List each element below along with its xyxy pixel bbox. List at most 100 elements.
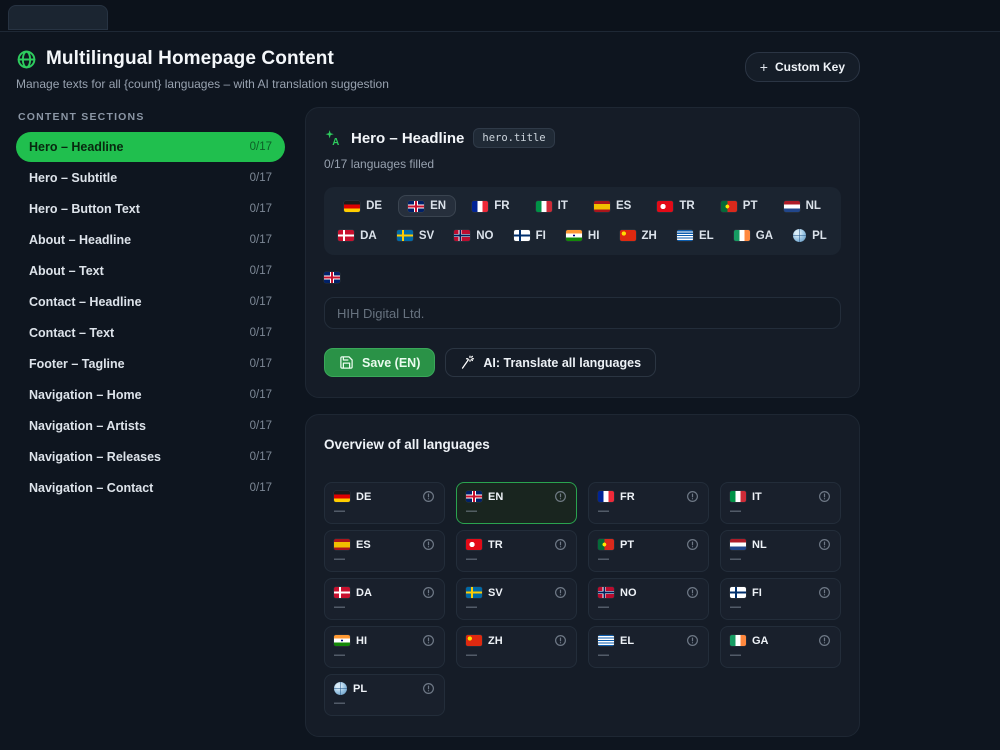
sidebar-item[interactable]: Footer – Tagline 0/17 <box>16 349 285 379</box>
language-card-value: — <box>334 553 345 565</box>
sidebar-item-label: Hero – Subtitle <box>29 171 118 185</box>
language-card-pt[interactable]: PT — <box>588 530 709 572</box>
sidebar-item-count: 0/17 <box>249 482 272 494</box>
language-card-header: TR <box>466 538 567 551</box>
sidebar-item-count: 0/17 <box>249 358 272 370</box>
sidebar-item[interactable]: About – Text 0/17 <box>16 256 285 286</box>
language-tab-es[interactable]: ES <box>584 195 641 217</box>
sidebar-item[interactable]: Hero – Button Text 0/17 <box>16 194 285 224</box>
sidebar-item[interactable]: Navigation – Contact 0/17 <box>16 473 285 503</box>
ai-translate-button[interactable]: AI: Translate all languages <box>445 348 657 377</box>
language-tab-el[interactable]: EL <box>667 224 724 247</box>
language-tabs: DE EN FR IT ES TR PT NL DA SV NO FI HI ZH EL GA PL <box>324 187 841 255</box>
language-card-code: GA <box>752 634 769 647</box>
sidebar-item[interactable]: About – Headline 0/17 <box>16 225 285 255</box>
language-tab-en[interactable]: EN <box>398 195 457 217</box>
language-card-el[interactable]: EL — <box>588 626 709 668</box>
language-card-en[interactable]: EN — <box>456 482 577 524</box>
flag-icon-no <box>598 587 614 598</box>
sidebar-item[interactable]: Navigation – Home 0/17 <box>16 380 285 410</box>
language-card-code: TR <box>488 538 503 551</box>
flag-icon-cn <box>466 635 482 646</box>
flag-icon-in <box>565 230 582 241</box>
language-tab-fr[interactable]: FR <box>462 195 519 217</box>
language-tab-code: DA <box>360 229 377 242</box>
language-tab-da[interactable]: DA <box>328 224 387 247</box>
language-tab-hi[interactable]: HI <box>556 224 610 247</box>
language-card-header: SV <box>466 586 567 599</box>
overview-title: Overview of all languages <box>324 437 490 452</box>
flag-icon-fr <box>598 491 614 502</box>
alert-circle-icon <box>818 586 831 599</box>
language-card-da[interactable]: DA — <box>324 578 445 620</box>
page-subtitle: Manage texts for all {count} languages –… <box>16 77 389 91</box>
language-card-de[interactable]: DE — <box>324 482 445 524</box>
language-card-value: — <box>598 649 609 661</box>
language-tab-fi[interactable]: FI <box>504 224 556 247</box>
language-tab-sv[interactable]: SV <box>387 224 444 247</box>
language-card-ga[interactable]: GA — <box>720 626 841 668</box>
ai-translate-label: AI: Translate all languages <box>483 355 642 370</box>
flag-icon-fi <box>730 587 746 598</box>
language-tab-pt[interactable]: PT <box>711 195 768 217</box>
language-tab-ga[interactable]: GA <box>724 224 783 247</box>
translation-key-badge: hero.title <box>473 128 555 148</box>
language-tab-code: ES <box>615 200 632 212</box>
language-card-code: EN <box>488 490 504 503</box>
language-card-tr[interactable]: TR — <box>456 530 577 572</box>
alert-circle-icon <box>422 490 435 503</box>
flag-icon-gr <box>676 230 693 241</box>
language-tab-tr[interactable]: TR <box>647 195 704 217</box>
language-card-pl[interactable]: PL — <box>324 674 445 716</box>
translation-input[interactable] <box>324 297 841 329</box>
language-card-code: NO <box>620 586 637 599</box>
content-sections-sidebar: CONTENT SECTIONS Hero – Headline 0/17 Hero… <box>16 107 285 504</box>
language-tab-code: NO <box>476 229 494 242</box>
sidebar-list: Hero – Headline 0/17 Hero – Subtitle 0/17 He… <box>16 132 285 503</box>
language-card-zh[interactable]: ZH — <box>456 626 577 668</box>
sidebar-item[interactable]: Contact – Headline 0/17 <box>16 287 285 317</box>
language-card-no[interactable]: NO — <box>588 578 709 620</box>
flag-icon-gr <box>598 635 614 646</box>
sidebar-item-label: Hero – Headline <box>29 140 124 154</box>
language-tab-nl[interactable]: NL <box>774 195 831 217</box>
save-button[interactable]: Save (EN) <box>324 348 436 377</box>
alert-circle-icon <box>554 586 567 599</box>
language-card-value: — <box>598 505 609 517</box>
overview-grid: DE — EN — FR — IT — ES — TR — PT — NL — DA — SV — NO — FI — HI — Z… <box>324 482 841 716</box>
language-tab-no[interactable]: NO <box>444 224 503 247</box>
sidebar-item-count: 0/17 <box>249 172 272 184</box>
language-card-value: — <box>730 505 741 517</box>
sidebar-item-count: 0/17 <box>249 296 272 308</box>
language-card-value: — <box>466 601 477 613</box>
window-tab-stub[interactable] <box>8 5 108 30</box>
language-card-fr[interactable]: FR — <box>588 482 709 524</box>
language-card-fi[interactable]: FI — <box>720 578 841 620</box>
sidebar-item-label: Navigation – Artists <box>29 419 146 433</box>
language-card-value: — <box>334 505 345 517</box>
sidebar-item[interactable]: Hero – Subtitle 0/17 <box>16 163 285 193</box>
page-title: Multilingual Homepage Content <box>46 48 334 69</box>
sidebar-item[interactable]: Hero – Headline 0/17 <box>16 132 285 162</box>
language-card-it[interactable]: IT — <box>720 482 841 524</box>
sidebar-item[interactable]: Navigation – Releases 0/17 <box>16 442 285 472</box>
alert-circle-icon <box>818 490 831 503</box>
wand-icon <box>460 355 475 370</box>
custom-key-button[interactable]: + Custom Key <box>744 52 860 82</box>
language-tab-zh[interactable]: ZH <box>610 224 667 247</box>
flag-icon-fi <box>513 230 530 241</box>
fill-status: 0/17 languages filled <box>324 157 435 171</box>
language-tab-pl[interactable]: PL <box>783 224 837 247</box>
language-card-nl[interactable]: NL — <box>720 530 841 572</box>
sidebar-item[interactable]: Contact – Text 0/17 <box>16 318 285 348</box>
active-language-flag-row <box>324 270 841 288</box>
language-card-header: ES <box>334 538 435 551</box>
language-card-hi[interactable]: HI — <box>324 626 445 668</box>
sidebar-item[interactable]: Navigation – Artists 0/17 <box>16 411 285 441</box>
language-tab-it[interactable]: IT <box>526 195 578 217</box>
sidebar-item-label: Footer – Tagline <box>29 357 125 371</box>
language-card-es[interactable]: ES — <box>324 530 445 572</box>
language-tab-code: GA <box>755 229 773 242</box>
language-tab-de[interactable]: DE <box>334 195 392 217</box>
language-card-sv[interactable]: SV — <box>456 578 577 620</box>
